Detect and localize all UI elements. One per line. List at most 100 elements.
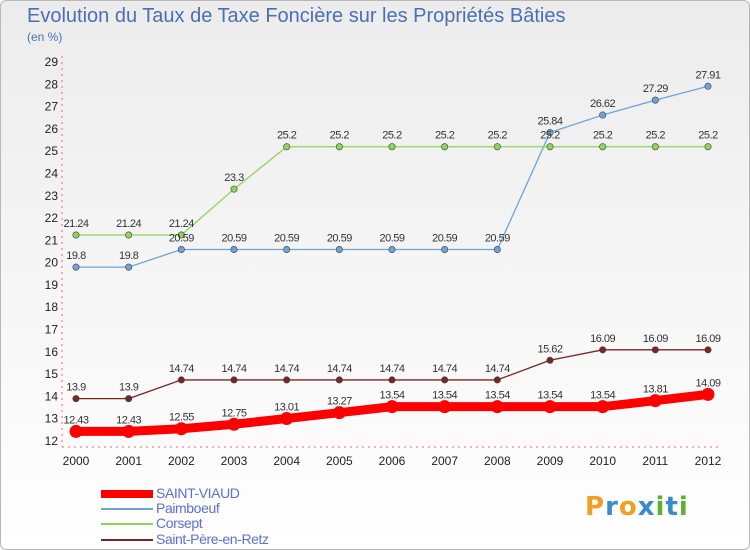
data-point	[385, 400, 399, 414]
data-point	[543, 400, 557, 414]
data-label: 25.2	[698, 130, 718, 142]
proxiti-logo: Proxiti	[585, 492, 689, 522]
data-label: 13.9	[66, 382, 86, 394]
data-point	[72, 263, 80, 271]
y-tick-label: 17	[45, 323, 59, 337]
series-0	[69, 387, 715, 438]
data-label: 12.75	[221, 407, 246, 419]
data-label: 25.2	[540, 130, 560, 142]
y-tick-label: 26	[45, 122, 59, 136]
y-tick-label: 13	[45, 412, 59, 426]
data-point	[441, 245, 449, 253]
data-point	[335, 376, 343, 384]
logo-letter: x	[637, 492, 656, 522]
x-tick-label: 2003	[221, 454, 248, 468]
data-point	[441, 376, 449, 384]
y-tick-label: 20	[45, 256, 59, 270]
logo-letter: r	[605, 492, 619, 522]
data-label: 13.27	[327, 396, 352, 408]
data-point	[283, 376, 291, 384]
chart-title: Evolution du Taux de Taxe Foncière sur l…	[27, 5, 566, 27]
data-point	[704, 346, 712, 354]
data-label: 27.29	[643, 83, 668, 95]
x-tick-label: 2010	[589, 454, 616, 468]
data-label: 19.8	[119, 250, 139, 262]
data-label: 14.74	[221, 363, 246, 375]
y-tick-label: 24	[45, 166, 59, 180]
data-label: 25.2	[593, 130, 613, 142]
data-label: 12.55	[169, 412, 194, 424]
data-label: 20.59	[485, 232, 510, 244]
data-label: 23.3	[224, 172, 244, 184]
legend-label: Saint-Père-en-Retz	[156, 531, 269, 547]
data-point	[177, 245, 185, 253]
data-label: 13.81	[643, 384, 668, 396]
y-tick-label: 29	[45, 55, 59, 69]
data-label: 13.54	[537, 390, 562, 402]
data-point	[493, 143, 501, 151]
data-point	[227, 417, 241, 431]
data-label: 25.2	[277, 130, 297, 142]
x-tick-label: 2001	[115, 454, 142, 468]
data-point	[69, 424, 83, 438]
data-point	[230, 245, 238, 253]
data-point	[493, 245, 501, 253]
y-tick-label: 25	[45, 144, 59, 158]
y-tick-label: 12	[45, 434, 59, 448]
data-point	[280, 411, 294, 425]
data-point	[335, 245, 343, 253]
legend-swatch	[101, 490, 153, 498]
logo-letter: o	[618, 492, 638, 522]
data-point	[599, 346, 607, 354]
data-point	[388, 245, 396, 253]
logo-letter: i	[655, 492, 666, 522]
data-label: 16.09	[590, 333, 615, 345]
data-point	[438, 400, 452, 414]
data-point	[493, 376, 501, 384]
data-label: 20.59	[221, 232, 246, 244]
data-label: 25.2	[646, 130, 666, 142]
data-label: 20.59	[274, 232, 299, 244]
y-tick-label: 14	[45, 389, 59, 403]
data-point	[122, 424, 136, 438]
data-point	[546, 128, 554, 136]
data-label: 25.2	[435, 130, 455, 142]
data-label: 21.24	[169, 218, 194, 230]
data-label: 13.01	[274, 401, 299, 413]
y-axis-unit: (en %)	[27, 30, 63, 44]
x-tick-label: 2005	[326, 454, 353, 468]
data-label: 25.2	[382, 130, 402, 142]
data-point	[704, 82, 712, 90]
data-label: 16.09	[695, 333, 720, 345]
y-tick-label: 16	[45, 345, 59, 359]
data-point	[125, 263, 133, 271]
y-tick-label: 22	[45, 211, 59, 225]
data-point	[283, 245, 291, 253]
data-point	[388, 143, 396, 151]
data-label: 12.43	[63, 414, 88, 426]
y-tick-label: 19	[45, 278, 59, 292]
data-point	[230, 185, 238, 193]
data-point	[332, 406, 346, 420]
data-label: 26.62	[590, 98, 615, 110]
logo-letter: t	[665, 492, 679, 522]
data-label: 16.09	[643, 333, 668, 345]
x-tick-label: 2012	[695, 454, 722, 468]
y-tick-label: 27	[45, 100, 59, 114]
legend-label: Corsept	[156, 515, 203, 531]
data-point	[441, 143, 449, 151]
legend-swatch	[101, 523, 153, 525]
x-tick-label: 2007	[431, 454, 458, 468]
data-label: 14.74	[485, 363, 510, 375]
data-point	[335, 143, 343, 151]
x-tick-label: 2009	[537, 454, 564, 468]
data-label: 27.91	[695, 69, 720, 81]
data-label: 19.8	[66, 250, 86, 262]
data-point	[283, 143, 291, 151]
series-1	[72, 82, 712, 271]
data-label: 20.59	[169, 232, 194, 244]
data-point	[125, 231, 133, 239]
data-label: 14.74	[379, 363, 404, 375]
